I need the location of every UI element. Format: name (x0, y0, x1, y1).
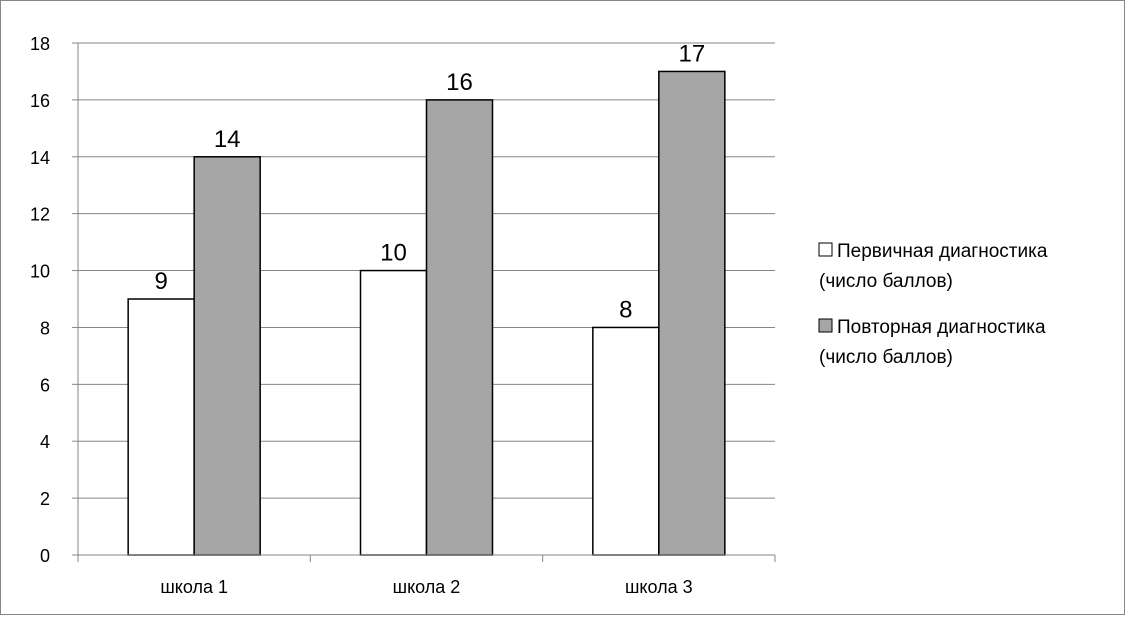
legend-swatch (818, 242, 833, 257)
x-category-label: школа 1 (160, 577, 228, 597)
y-tick-label: 0 (40, 546, 50, 566)
data-label: 9 (154, 268, 167, 295)
data-labels: 9 14 10 16 8 17 (154, 40, 705, 323)
axes (72, 42, 776, 562)
data-label: 16 (446, 69, 473, 96)
x-category-label: школа 2 (393, 577, 461, 597)
legend-label: Первичная диагностика (837, 241, 1048, 262)
y-tick-label: 2 (40, 489, 50, 509)
data-label: 10 (380, 240, 407, 267)
y-tick-label: 10 (30, 262, 50, 282)
bar-2-3 (658, 70, 726, 556)
data-label: 17 (678, 40, 705, 67)
y-tick-label: 18 (30, 34, 50, 54)
y-tick-label: 8 (40, 318, 50, 338)
y-axis-ticks: 0 2 4 6 8 10 12 14 16 18 (30, 34, 50, 566)
y-tick-label: 14 (30, 148, 50, 168)
x-category-label: школа 3 (625, 577, 693, 597)
bar-1-3 (592, 326, 660, 556)
data-label: 14 (214, 126, 241, 153)
bar-1-2 (359, 269, 428, 556)
y-tick-label: 6 (40, 375, 50, 395)
bar-2-2 (425, 99, 494, 556)
legend-swatch (818, 318, 833, 333)
legend-label: (число баллов) (819, 271, 953, 292)
bars (127, 70, 726, 556)
x-axis-categories: школа 1 школа 2 школа 3 (160, 577, 692, 597)
y-tick-label: 4 (40, 432, 50, 452)
bar-1-1 (127, 298, 195, 556)
legend-label: Повторная диагностика (837, 317, 1046, 338)
legend-label: (число баллов) (819, 347, 953, 368)
legend: Первичная диагностика (число баллов) Повто… (818, 241, 1048, 368)
y-tick-label: 16 (30, 91, 50, 111)
y-tick-label: 12 (30, 205, 50, 225)
data-label: 8 (619, 296, 632, 323)
bar-2-1 (193, 156, 261, 556)
